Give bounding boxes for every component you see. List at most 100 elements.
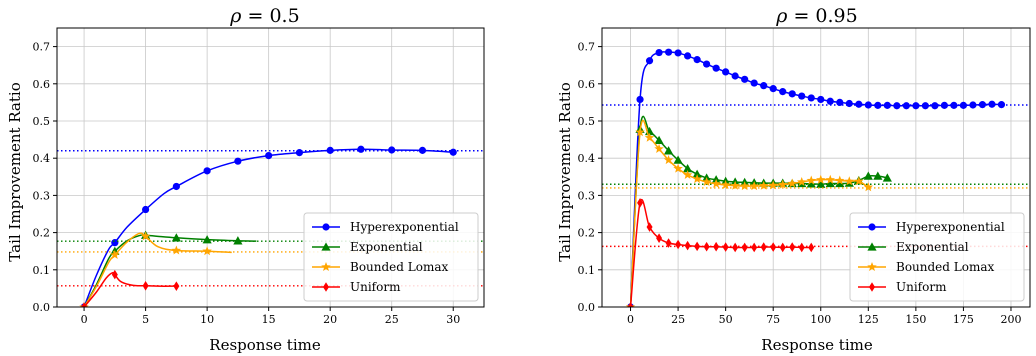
legend-bounded-lomax-label: Bounded Lomax: [350, 260, 449, 274]
series-hyperexponential-marker: [684, 52, 692, 60]
legend-exponential-label: Exponential: [350, 240, 423, 254]
series-exponential-line: [83, 234, 257, 307]
series-bounded-lomax-marker: [825, 174, 836, 184]
series-uniform-marker: [789, 242, 796, 252]
series-uniform-marker: [808, 242, 815, 253]
title-rho-value: = 0.95: [787, 5, 857, 27]
series-exponential-marker: [233, 236, 243, 245]
chart-rho-0-95: ρ = 0.95 Response time Tail Improvement …: [556, 5, 1031, 354]
y-axis-label: Tail Improvement Ratio: [6, 82, 24, 261]
y-tick-label: 0.1: [33, 264, 51, 277]
legend-box: [303, 212, 479, 302]
series-hyperexponential-marker: [826, 97, 834, 105]
series-bounded-lomax-marker: [663, 155, 674, 165]
series-hyperexponential-marker: [874, 101, 882, 109]
series-bounded-lomax-marker: [171, 245, 182, 255]
series-uniform-marker: [665, 238, 672, 248]
series-hyperexponential-marker: [636, 95, 644, 104]
series-bounded-lomax-marker: [806, 175, 816, 185]
series-exponential-marker: [663, 146, 674, 155]
series-hyperexponential-marker: [817, 95, 825, 104]
legend-hyperexponential-marker: [868, 223, 876, 231]
legend-uniform-marker: [869, 282, 875, 292]
series-uniform-marker: [713, 241, 720, 252]
series-uniform-marker: [770, 242, 777, 252]
series-hyperexponential-marker: [172, 182, 180, 191]
y-tick-label: 0.6: [33, 78, 51, 91]
series-hyperexponential-marker: [760, 82, 768, 90]
chart-title: ρ = 0.5: [229, 5, 299, 27]
y-tick-label: 0.4: [578, 152, 596, 165]
series-uniform-marker: [684, 240, 691, 251]
series-hyperexponential-marker: [357, 145, 365, 153]
series-bounded-lomax-marker: [202, 246, 212, 256]
series-exponential-marker: [171, 233, 181, 242]
series-exponential-marker: [816, 179, 826, 188]
series-uniform-marker: [741, 242, 748, 253]
series-uniform-line: [83, 271, 177, 307]
series-hyperexponential-marker: [931, 102, 939, 110]
y-tick-label: 0.0: [578, 301, 596, 314]
series-bounded-lomax-marker: [739, 181, 750, 191]
series-hyperexponential-marker: [731, 72, 739, 80]
series-hyperexponential-marker: [902, 102, 910, 110]
series-hyperexponential-marker: [655, 48, 663, 57]
series-bounded-lomax-marker: [673, 163, 683, 173]
series-hyperexponential-marker: [921, 102, 929, 110]
series-uniform-marker: [798, 242, 805, 253]
series-hyperexponential-marker: [978, 101, 987, 109]
plot-area: [57, 145, 484, 307]
series-hyperexponential-marker: [111, 239, 119, 247]
series-exponential-marker: [683, 164, 693, 173]
series-bounded-lomax-marker: [787, 178, 797, 188]
series-uniform-marker: [703, 241, 710, 252]
series-hyperexponential-marker: [418, 146, 427, 154]
y-tick-label: 0.6: [578, 78, 596, 91]
series-hyperexponential-marker: [645, 57, 654, 65]
series-hyperexponential-marker: [741, 75, 749, 83]
x-axis-label: Response time: [761, 336, 873, 354]
y-tick-label: 0.7: [578, 41, 596, 54]
legend-exponential-label: Exponential: [896, 240, 969, 254]
series-bounded-lomax-marker: [844, 176, 855, 186]
series-bounded-lomax-marker: [654, 143, 664, 153]
legend-box: [849, 212, 1025, 302]
series-hyperexponential-marker: [388, 146, 396, 154]
ticks: 0 25 50 75 100 125 150 175 200 0.0 0.1 0.2 0.3 0.4 0.5…: [578, 41, 1022, 326]
series-uniform-marker: [637, 198, 644, 208]
series-uniform-marker: [722, 242, 729, 252]
x-tick-label: 10: [200, 313, 214, 326]
series-hyperexponential-marker: [997, 101, 1006, 109]
x-tick-label: 5: [142, 313, 149, 326]
series-hyperexponential-marker: [864, 101, 872, 109]
y-tick-label: 0.5: [578, 115, 596, 128]
y-tick-label: 0.5: [33, 115, 51, 128]
x-tick-label: 20: [323, 313, 337, 326]
series-hyperexponential-marker: [141, 205, 150, 214]
y-tick-label: 0.7: [33, 41, 51, 54]
x-tick-label: 175: [953, 313, 974, 326]
series-hyperexponential-marker: [807, 94, 815, 102]
series-bounded-lomax-marker: [749, 181, 759, 191]
series-exponential-marker: [882, 173, 892, 182]
chart-title: ρ = 0.95: [775, 5, 857, 27]
chart-rho-0-5: ρ = 0.5 Response time Tail Improvement R…: [6, 5, 485, 354]
series-hyperexponential-marker: [940, 101, 949, 109]
series-hyperexponential-marker: [798, 92, 806, 100]
series-exponential-marker: [806, 179, 816, 188]
series-hyperexponential-marker: [779, 88, 787, 96]
x-tick-label: 125: [858, 313, 879, 326]
series-bounded-lomax-marker: [110, 249, 120, 259]
y-tick-label: 0.0: [33, 301, 51, 314]
series-bounded-lomax-line: [83, 232, 232, 307]
series-hyperexponential-marker: [836, 98, 844, 106]
x-tick-label: 100: [810, 313, 831, 326]
series-hyperexponential-marker: [722, 68, 730, 76]
series-uniform-line: [629, 199, 812, 307]
series-exponential-marker: [835, 178, 845, 188]
series-hyperexponential-marker: [788, 90, 796, 98]
series-bounded-lomax: [602, 119, 1030, 307]
x-tick-label: 25: [671, 313, 685, 326]
title-rho-symbol: ρ: [229, 5, 242, 27]
